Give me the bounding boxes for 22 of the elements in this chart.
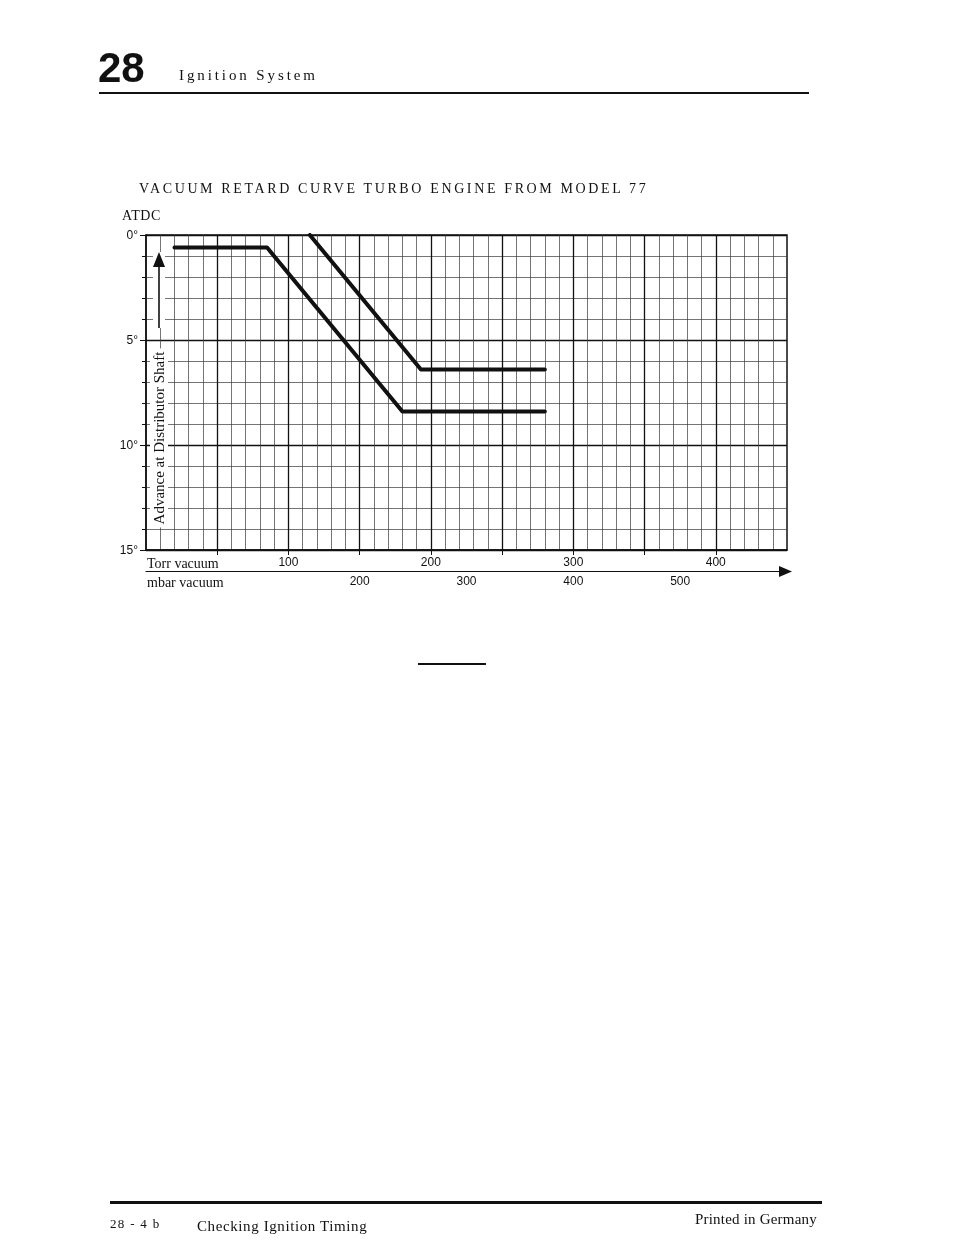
text: Checking Ignition Timing [197,1218,368,1236]
x-axis-title: Torr vacuum [147,555,219,571]
x-tick-label: 300 [563,555,584,569]
x2-tick-label: 500 [670,574,691,588]
x2-axis-title: mbar vacuum [147,574,224,590]
y-tick-label: 10° [119,438,139,452]
x2-tick-label: 400 [563,574,584,588]
text: Ignition System [179,67,318,85]
text: 28 - 4 b [110,1216,161,1232]
chart-title: VACUUM RETARD CURVE TURBO ENGINE FROM MODEL 77 [139,181,649,198]
text: 28 [98,44,145,93]
y-tick-label: 15° [119,543,139,557]
y-tick-label: 5° [126,333,139,347]
x-tick-label: 200 [420,555,442,569]
x-tick-label: 400 [705,555,727,569]
text: Printed in Germany [695,1211,817,1229]
x-tick-label: 100 [278,555,299,569]
x2-tick-label: 300 [456,574,477,588]
x2-tick-label: 200 [349,574,370,588]
y-axis-title: Advance at Distributor Shaft [150,348,168,528]
y-tick-label: 0° [126,228,139,242]
text: ATDC [122,208,161,225]
